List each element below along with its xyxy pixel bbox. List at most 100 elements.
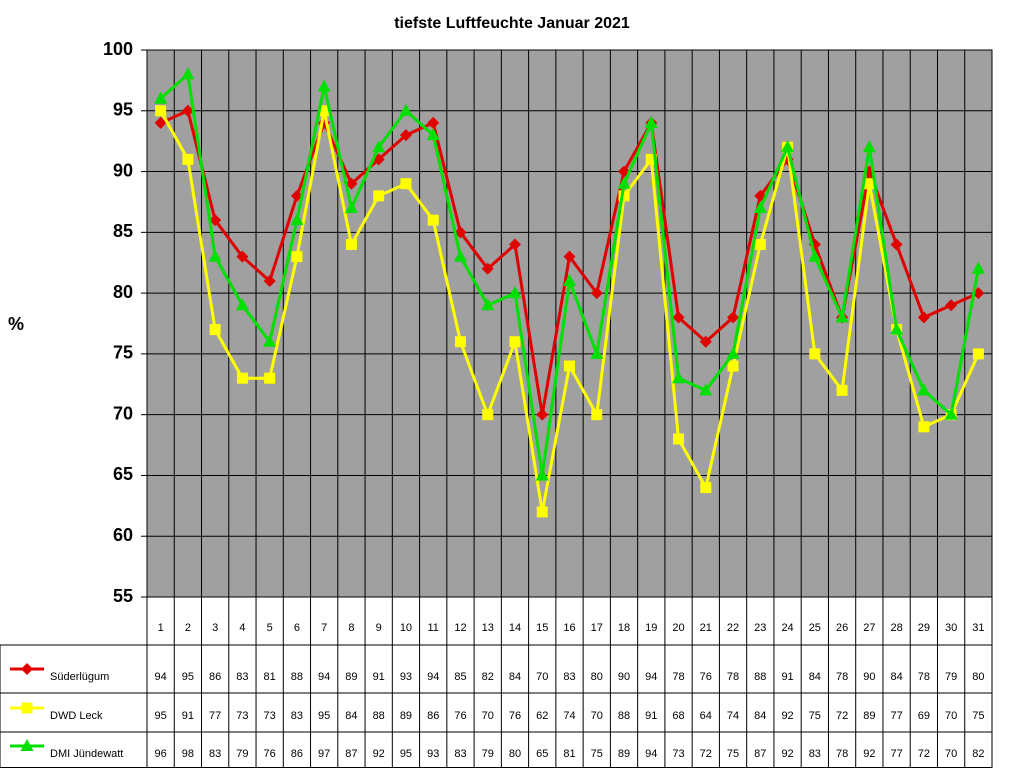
table-value: 83 bbox=[563, 671, 575, 683]
table-value: 84 bbox=[509, 671, 521, 683]
table-value: 84 bbox=[890, 671, 902, 683]
marker bbox=[617, 176, 631, 189]
x-tick-label: 11 bbox=[427, 622, 438, 634]
table-value: 65 bbox=[536, 748, 548, 760]
marker bbox=[373, 190, 385, 202]
marker bbox=[345, 238, 357, 250]
x-tick-label: 29 bbox=[918, 622, 930, 634]
table-value: 80 bbox=[591, 671, 603, 683]
table-value: 81 bbox=[563, 748, 575, 760]
x-tick-label: 4 bbox=[239, 622, 245, 634]
table-value: 96 bbox=[155, 748, 167, 760]
table-value: 64 bbox=[700, 710, 712, 722]
marker bbox=[699, 335, 712, 348]
table-value: 80 bbox=[972, 671, 984, 683]
marker bbox=[781, 140, 795, 153]
table-value: 97 bbox=[318, 748, 330, 760]
x-tick-label: 21 bbox=[700, 622, 712, 634]
table-value: 92 bbox=[863, 748, 875, 760]
marker bbox=[263, 334, 277, 347]
marker bbox=[181, 104, 194, 117]
table-value: 95 bbox=[400, 748, 412, 760]
marker bbox=[536, 506, 548, 518]
x-tick-label: 7 bbox=[321, 622, 327, 634]
marker bbox=[508, 286, 522, 299]
table-value: 79 bbox=[482, 748, 494, 760]
marker bbox=[426, 128, 440, 141]
marker bbox=[209, 324, 221, 336]
table-value: 70 bbox=[945, 710, 957, 722]
x-tick-label: 12 bbox=[454, 622, 466, 634]
marker bbox=[917, 383, 931, 396]
marker bbox=[727, 311, 740, 324]
y-tick-label: 100 bbox=[103, 39, 133, 59]
legend-label: DWD Leck bbox=[50, 710, 103, 722]
marker bbox=[399, 129, 412, 142]
marker bbox=[182, 153, 194, 165]
legend-marker bbox=[21, 663, 33, 675]
table-value: 94 bbox=[427, 671, 439, 683]
table-value: 69 bbox=[918, 710, 930, 722]
marker bbox=[590, 346, 604, 359]
table-value: 88 bbox=[754, 671, 766, 683]
table-value: 87 bbox=[345, 748, 357, 760]
marker bbox=[399, 103, 413, 116]
table-value: 90 bbox=[863, 671, 875, 683]
marker bbox=[536, 408, 549, 421]
table-value: 84 bbox=[809, 671, 821, 683]
x-tick-label: 23 bbox=[754, 622, 766, 634]
x-tick-label: 27 bbox=[863, 622, 875, 634]
marker bbox=[181, 67, 195, 80]
marker bbox=[317, 79, 331, 92]
marker bbox=[344, 201, 358, 214]
table-value: 62 bbox=[536, 710, 548, 722]
marker bbox=[645, 153, 657, 165]
marker bbox=[235, 298, 249, 311]
marker bbox=[699, 383, 713, 396]
table-value: 83 bbox=[809, 748, 821, 760]
x-tick-label: 18 bbox=[618, 622, 630, 634]
table-value: 83 bbox=[236, 671, 248, 683]
table-value: 79 bbox=[945, 671, 957, 683]
marker bbox=[918, 421, 930, 433]
table-value: 79 bbox=[236, 748, 248, 760]
x-tick-label: 22 bbox=[727, 622, 739, 634]
table-value: 84 bbox=[345, 710, 357, 722]
x-tick-label: 6 bbox=[294, 622, 300, 634]
marker bbox=[944, 407, 958, 420]
marker bbox=[454, 336, 466, 348]
table-value: 81 bbox=[264, 671, 276, 683]
marker bbox=[535, 468, 549, 481]
table-value: 78 bbox=[836, 748, 848, 760]
table-value: 98 bbox=[182, 748, 194, 760]
marker bbox=[836, 384, 848, 396]
marker bbox=[508, 238, 521, 251]
marker bbox=[236, 372, 248, 384]
table-value: 77 bbox=[209, 710, 221, 722]
chart-title: tiefste Luftfeuchte Januar 2021 bbox=[394, 15, 630, 32]
x-tick-label: 13 bbox=[482, 622, 494, 634]
table-value: 95 bbox=[182, 671, 194, 683]
table-value: 75 bbox=[972, 710, 984, 722]
legend-label: DMI Jündewatt bbox=[50, 748, 123, 760]
table-value: 75 bbox=[591, 748, 603, 760]
marker bbox=[863, 178, 875, 190]
y-axis-label: % bbox=[8, 314, 24, 334]
marker bbox=[808, 249, 822, 262]
marker bbox=[809, 348, 821, 360]
table-value: 94 bbox=[645, 671, 657, 683]
marker bbox=[618, 190, 630, 202]
marker bbox=[753, 201, 767, 214]
table-value: 72 bbox=[836, 710, 848, 722]
legend-marker bbox=[20, 739, 34, 751]
marker bbox=[154, 116, 167, 129]
table-value: 83 bbox=[209, 748, 221, 760]
marker bbox=[155, 105, 167, 117]
legend-marker bbox=[21, 702, 33, 714]
marker bbox=[673, 433, 685, 445]
marker bbox=[482, 409, 494, 421]
table-value: 89 bbox=[618, 748, 630, 760]
table-value: 78 bbox=[836, 671, 848, 683]
table-value: 91 bbox=[182, 710, 194, 722]
